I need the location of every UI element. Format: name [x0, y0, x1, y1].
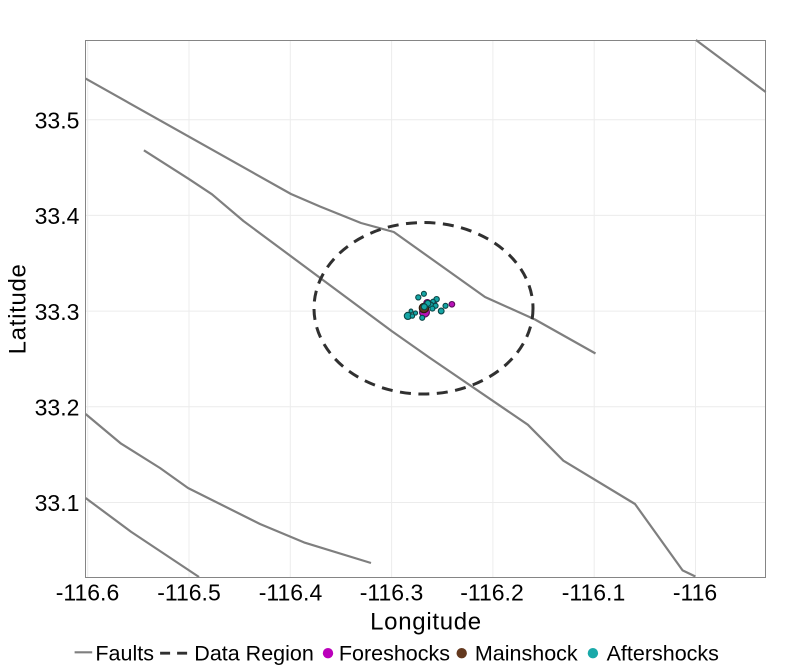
svg-text:33.3: 33.3: [35, 299, 80, 325]
svg-text:Foreshocks: Foreshocks: [339, 641, 450, 665]
svg-text:Latitude: Latitude: [5, 263, 32, 354]
svg-text:33.5: 33.5: [35, 108, 80, 134]
svg-text:-116: -116: [673, 580, 717, 606]
svg-text:-116.3: -116.3: [360, 580, 424, 606]
svg-text:Mainshock: Mainshock: [475, 641, 578, 665]
svg-text:-116.2: -116.2: [460, 580, 524, 606]
svg-text:Faults: Faults: [95, 641, 154, 665]
svg-text:-116.1: -116.1: [562, 580, 626, 606]
svg-text:-116.4: -116.4: [259, 580, 323, 606]
svg-text:Aftershocks: Aftershocks: [607, 641, 719, 665]
svg-text:Data Region: Data Region: [194, 641, 314, 665]
svg-text:Longitude: Longitude: [370, 609, 482, 636]
svg-text:33.1: 33.1: [35, 490, 80, 516]
svg-text:33.4: 33.4: [35, 203, 80, 229]
svg-text:-116.6: -116.6: [56, 580, 120, 606]
svg-text:-116.5: -116.5: [157, 580, 221, 606]
svg-text:33.2: 33.2: [35, 395, 80, 421]
